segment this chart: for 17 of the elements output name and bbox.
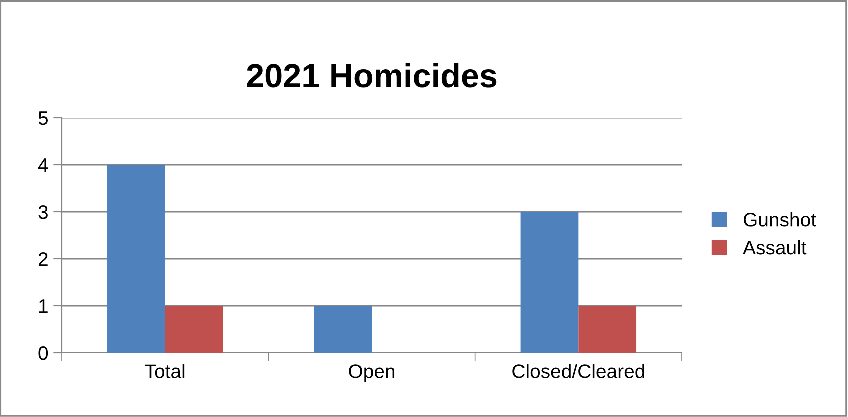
legend-label: Assault [743,240,807,255]
bar [314,306,372,353]
y-tick-label: 1 [39,300,48,314]
y-tick-label: 5 [38,112,48,126]
x-tick-label: Open [349,364,395,382]
y-tick-label: 4 [38,158,48,172]
bar [578,306,637,353]
legend-label: Gunshot [744,212,816,227]
y-tick-label: 3 [38,205,48,220]
y-tick-label: 0 [38,346,48,360]
y-tick-label: 2 [38,252,48,266]
x-tick-label: Closed/Cleared [512,364,644,378]
x-tick-label: Total [145,364,185,378]
bar [520,212,579,353]
bar [165,306,224,353]
chart-title: 2021 Homicides [247,63,497,88]
bar [107,165,166,353]
